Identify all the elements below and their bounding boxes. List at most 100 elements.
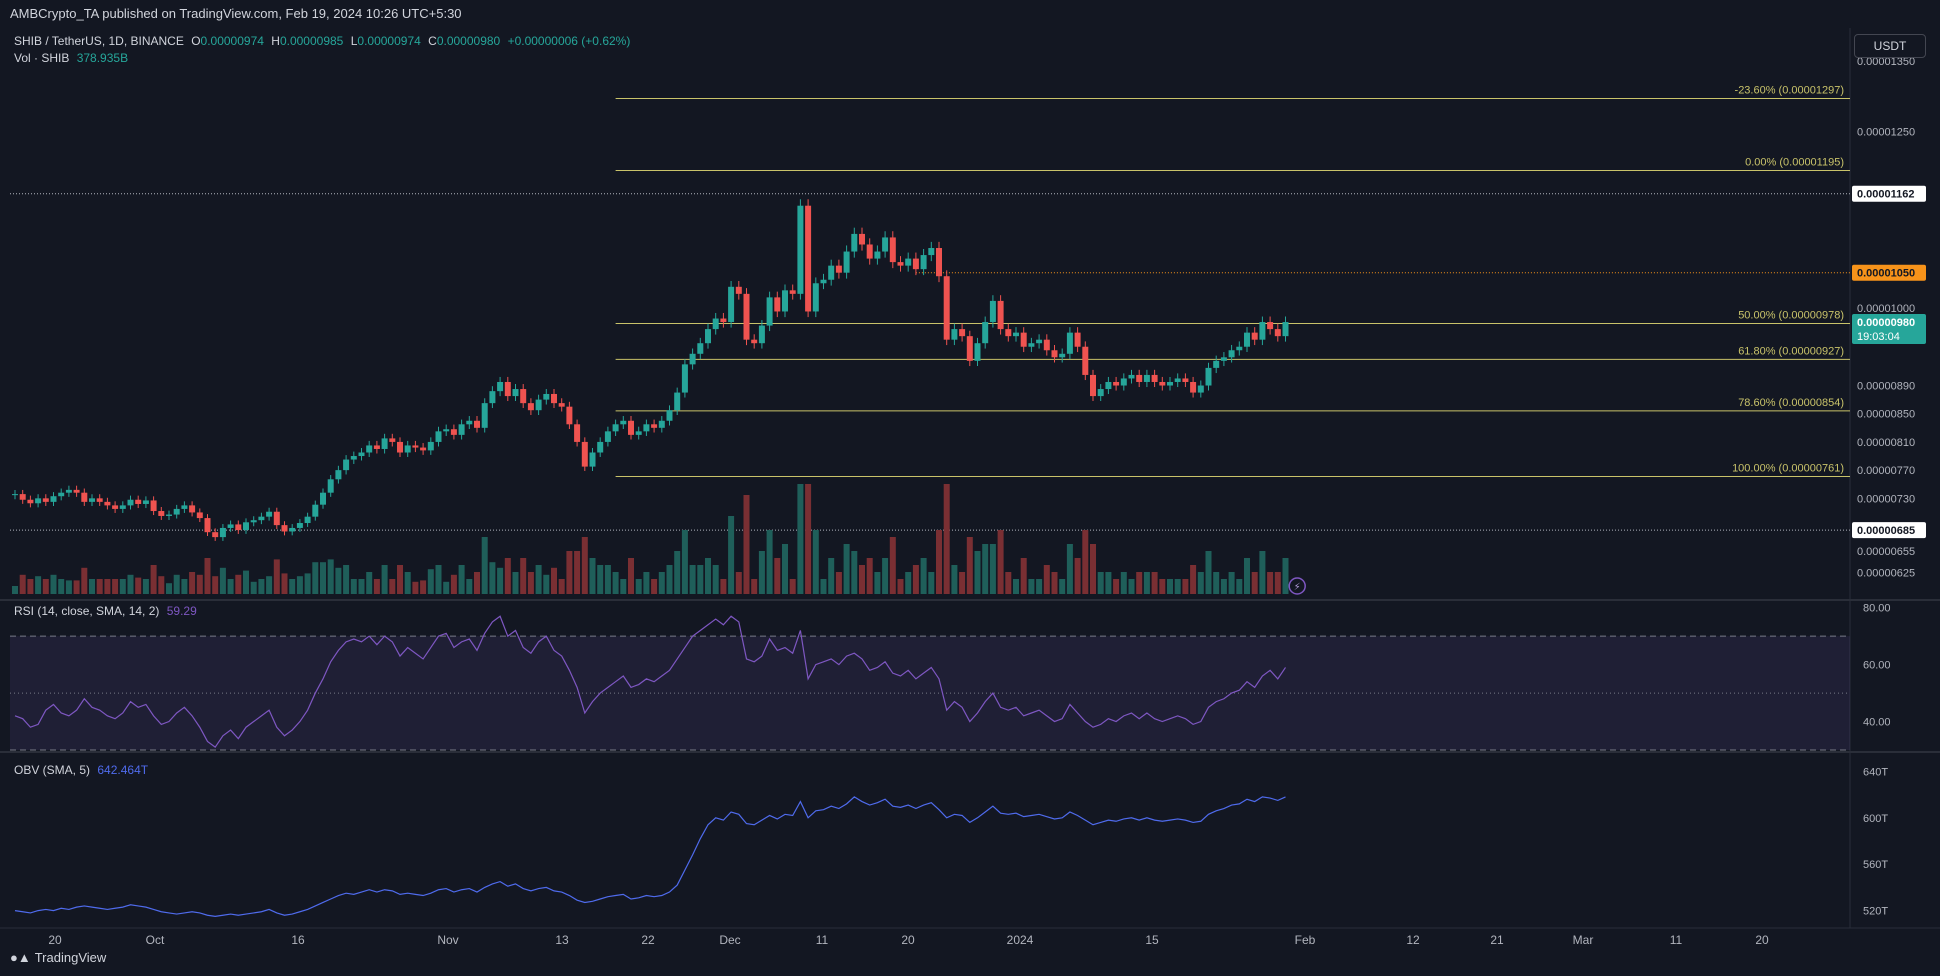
- currency-button[interactable]: USDT: [1854, 34, 1926, 58]
- volume-bar: [450, 574, 457, 594]
- candle-body: [350, 456, 357, 460]
- candle-body: [689, 353, 696, 365]
- volume-bar: [843, 544, 850, 594]
- volume-bar: [1136, 572, 1143, 594]
- volume-bar: [997, 530, 1004, 594]
- alert-icon: [1288, 577, 1306, 595]
- volume-bar: [135, 577, 142, 594]
- candle-body: [997, 300, 1004, 330]
- price-tick-label: 0.00000770: [1857, 465, 1915, 477]
- low-label: L: [350, 34, 358, 48]
- candle-body: [743, 293, 750, 340]
- candle-body: [782, 290, 788, 312]
- obv-tick-label: 600T: [1863, 813, 1888, 825]
- volume-bar: [920, 558, 927, 594]
- fib-level-label: 50.00% (0.00000978): [1738, 309, 1844, 321]
- candle-body: [966, 336, 973, 361]
- chart-canvas[interactable]: -23.60% (0.00001297) 0.00% (0.00001195) 50…: [0, 28, 1940, 948]
- candle-body: [1182, 378, 1189, 382]
- candle-body: [266, 511, 273, 517]
- volume-legend: Vol · SHIB 378.935B: [14, 51, 132, 65]
- volume-bar: [150, 565, 157, 594]
- time-tick-label: Feb: [1295, 933, 1316, 947]
- candle-body: [920, 255, 927, 270]
- candle-body: [982, 322, 989, 344]
- candle-body: [504, 381, 511, 397]
- candle-body: [1143, 374, 1150, 382]
- time-tick-label: 20: [48, 933, 62, 947]
- candle-body: [481, 403, 488, 428]
- volume-bar: [805, 484, 812, 594]
- volume-bar: [774, 558, 781, 594]
- volume-bar: [196, 574, 203, 594]
- candle-body: [874, 251, 881, 259]
- candle-body: [358, 452, 365, 457]
- fib-level-label: -23.60% (0.00001297): [1735, 85, 1844, 97]
- volume-bar: [243, 570, 249, 594]
- candle-body: [666, 410, 673, 421]
- obv-legend: OBV (SMA, 5) 642.464T: [14, 763, 152, 777]
- volume-bar: [250, 581, 257, 594]
- volume-bar: [19, 574, 26, 594]
- volume-bar: [443, 581, 450, 594]
- volume-bar: [1244, 558, 1250, 594]
- volume-bar: [751, 579, 758, 594]
- candle-body: [828, 265, 835, 280]
- candle-body: [50, 496, 57, 502]
- candle-body: [142, 500, 149, 504]
- volume-bar: [681, 530, 688, 594]
- volume-bar: [1082, 530, 1089, 594]
- candle-body: [512, 389, 519, 397]
- volume-bar: [758, 551, 765, 594]
- volume-bar: [589, 558, 596, 594]
- candle-body: [250, 520, 257, 523]
- fib-level-label: 100.00% (0.00000761): [1732, 462, 1844, 474]
- volume-bar: [859, 565, 865, 594]
- price-tick-label: 0.00001350: [1857, 56, 1915, 68]
- candle-body: [1151, 374, 1158, 382]
- volume-bar: [420, 580, 427, 594]
- candle-body: [551, 393, 557, 404]
- rsi-tick-label: 40.00: [1863, 717, 1891, 729]
- candle-body: [643, 424, 650, 432]
- rsi-value: 59.29: [166, 604, 197, 618]
- candle-body: [412, 445, 419, 448]
- volume-bar: [1251, 572, 1258, 594]
- volume-bar: [1190, 565, 1197, 594]
- tradingview-footer[interactable]: ●▲ TradingView: [10, 950, 106, 965]
- price-badge: [1852, 314, 1926, 345]
- candle-body: [989, 300, 996, 323]
- volume-bar: [358, 579, 365, 594]
- price-badge: [1852, 185, 1926, 202]
- volume-bar: [258, 579, 265, 594]
- price-badge: [1852, 264, 1926, 281]
- high-label: H: [271, 34, 280, 48]
- volume-bar: [989, 544, 996, 594]
- candle-body: [420, 447, 427, 451]
- candle-body: [951, 329, 958, 340]
- tradingview-logo-icon: ●▲: [10, 950, 31, 965]
- time-tick-label: 11: [1670, 933, 1683, 947]
- candle-body: [1213, 360, 1220, 368]
- volume-bar: [381, 565, 388, 594]
- candle-body: [974, 343, 981, 361]
- candle-body: [304, 516, 311, 524]
- candle-body: [212, 532, 219, 538]
- volume-bar: [666, 565, 673, 594]
- time-tick-label: Nov: [437, 933, 458, 947]
- candle-body: [1051, 350, 1058, 358]
- candle-body: [859, 233, 865, 245]
- volume-bar: [58, 579, 65, 594]
- candle-body: [58, 492, 65, 497]
- volume-bar: [1151, 572, 1158, 594]
- volume-bar: [474, 572, 480, 594]
- candle-body: [566, 406, 573, 425]
- rsi-line: [14, 615, 1286, 749]
- volume-bar: [697, 565, 704, 594]
- fib-level-label: 61.80% (0.00000927): [1738, 345, 1844, 357]
- candle-body: [728, 286, 735, 323]
- candle-body: [273, 511, 280, 526]
- volume-bar: [766, 530, 773, 594]
- volume-bar: [604, 565, 611, 594]
- volume-bar: [566, 551, 573, 594]
